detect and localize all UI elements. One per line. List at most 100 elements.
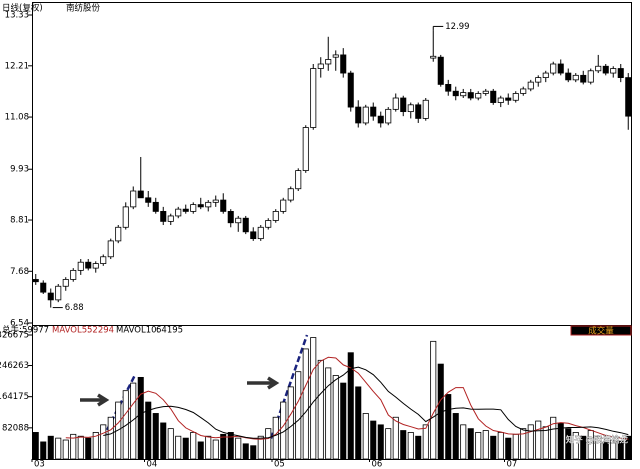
volume-bar bbox=[40, 441, 47, 460]
candle-body bbox=[302, 127, 309, 171]
volume-bar bbox=[595, 435, 602, 460]
candle-body bbox=[280, 199, 287, 212]
legend-value: 52294 bbox=[87, 326, 114, 336]
volume-bar bbox=[145, 401, 152, 460]
candle-body bbox=[265, 220, 272, 228]
candle-body bbox=[437, 56, 444, 85]
volume-bar bbox=[242, 443, 249, 460]
volume-bar bbox=[32, 432, 39, 460]
candle-body bbox=[250, 231, 257, 240]
plot-frame bbox=[32, 2, 632, 460]
candle-body bbox=[520, 88, 527, 94]
volume-bar bbox=[62, 439, 69, 460]
legend-value: 59977 bbox=[22, 326, 49, 336]
volume-bar bbox=[602, 441, 609, 460]
candle-body bbox=[235, 217, 242, 224]
volume-bar bbox=[527, 424, 534, 460]
candle-body bbox=[85, 261, 92, 269]
candle-body bbox=[197, 204, 204, 208]
candle-body bbox=[550, 63, 557, 74]
candle-body bbox=[107, 240, 114, 258]
candle-body bbox=[272, 211, 279, 221]
candle-body bbox=[392, 97, 399, 110]
candle-body bbox=[580, 74, 587, 83]
candle-body bbox=[385, 108, 392, 124]
candle-body bbox=[370, 106, 377, 117]
x-tick-label: 07 bbox=[507, 460, 518, 469]
volume-bar bbox=[310, 337, 317, 460]
candle-body bbox=[62, 279, 69, 287]
volume-bar bbox=[362, 413, 369, 460]
legend-label: MAVOL5: bbox=[52, 326, 90, 336]
candle-body bbox=[610, 68, 617, 74]
volume-bar bbox=[445, 394, 452, 460]
volume-bar bbox=[175, 435, 182, 460]
y-tick-label: 6.54 bbox=[10, 319, 29, 329]
volume-bar bbox=[220, 433, 227, 460]
volume-bar bbox=[550, 416, 557, 460]
y-tick-label: 7.68 bbox=[10, 267, 29, 277]
candle-body bbox=[182, 208, 189, 212]
candle-body bbox=[452, 90, 459, 97]
candle-body bbox=[55, 285, 62, 301]
x-tick-label: 03 bbox=[34, 460, 45, 469]
volume-bar bbox=[452, 413, 459, 460]
high-label: 12.99 bbox=[445, 22, 469, 32]
candle-body bbox=[497, 97, 504, 103]
volume-bar bbox=[565, 428, 572, 460]
volume-bar bbox=[385, 428, 392, 460]
volume-bar bbox=[70, 433, 77, 460]
volume-bar bbox=[535, 420, 542, 460]
volume-bar bbox=[137, 376, 144, 460]
y-tick-label: 11.08 bbox=[5, 113, 29, 123]
volume-bar bbox=[265, 428, 272, 460]
volume-bar bbox=[77, 435, 84, 460]
volume-bar bbox=[625, 435, 632, 460]
y-tick-label: 9.93 bbox=[10, 165, 29, 175]
candle-body bbox=[377, 115, 384, 124]
candle-body bbox=[542, 72, 549, 78]
candle-body bbox=[257, 226, 264, 240]
candle-body bbox=[190, 204, 197, 212]
volume-bar bbox=[107, 416, 114, 460]
candle-body bbox=[92, 263, 99, 269]
volume-bar bbox=[182, 437, 189, 460]
volume-bar bbox=[167, 428, 174, 460]
x-tick-label: 06 bbox=[372, 460, 383, 469]
volume-bar bbox=[542, 426, 549, 460]
volume-bar bbox=[475, 432, 482, 460]
volume-bar bbox=[190, 432, 197, 460]
candle-body bbox=[347, 72, 354, 108]
chart-title: 日线(复权) bbox=[2, 3, 43, 14]
candle-body bbox=[512, 93, 519, 101]
candle-body bbox=[340, 54, 347, 74]
candle-body bbox=[205, 201, 212, 208]
volume-bar bbox=[55, 437, 62, 460]
volume-bar bbox=[287, 386, 294, 460]
volume-bar bbox=[347, 352, 354, 460]
volume-bar bbox=[212, 439, 219, 460]
volume-bar bbox=[512, 433, 519, 460]
candle-body bbox=[430, 55, 437, 59]
volume-bar bbox=[227, 432, 234, 460]
candle-body bbox=[77, 261, 84, 271]
candle-body bbox=[527, 81, 534, 90]
candle-body bbox=[595, 65, 602, 72]
volume-bar bbox=[92, 432, 99, 460]
candle-body bbox=[212, 199, 219, 203]
legend-label: MAVOL10: bbox=[116, 326, 159, 336]
volume-bar bbox=[85, 437, 92, 460]
candle-body bbox=[220, 199, 227, 212]
candle-body bbox=[332, 54, 339, 58]
candle-body bbox=[145, 197, 152, 203]
y-tick-label: 12.21 bbox=[5, 61, 29, 71]
volume-bar bbox=[355, 386, 362, 460]
candle-body bbox=[100, 256, 107, 264]
candle-body bbox=[32, 279, 39, 283]
volume-bar bbox=[407, 432, 414, 460]
volume-bar bbox=[617, 440, 624, 460]
volume-bar bbox=[272, 416, 279, 460]
volume-bar bbox=[250, 445, 257, 460]
candle-body bbox=[460, 92, 467, 97]
